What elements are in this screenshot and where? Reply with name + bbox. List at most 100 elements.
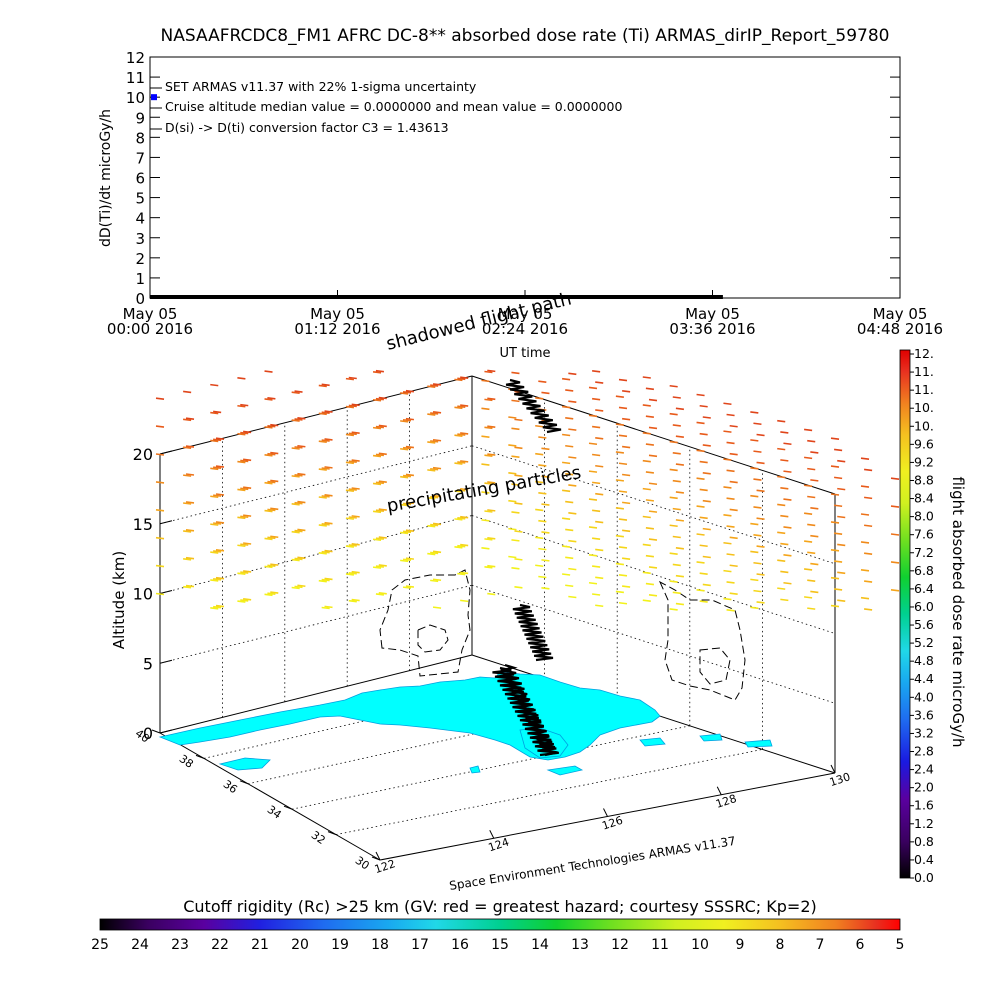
particle-dash (699, 488, 708, 492)
particle-dash (837, 487, 846, 491)
particle-dash (400, 420, 409, 423)
particle-dash (405, 529, 415, 533)
particle-dash (454, 406, 463, 410)
particle-dash (753, 478, 762, 481)
particle-dash (240, 571, 249, 574)
particle-dash (807, 607, 816, 610)
particle-dash (696, 449, 705, 453)
particle-dash (318, 552, 327, 555)
rigidity-tick-label: 13 (571, 937, 589, 953)
particle-dash (378, 480, 387, 483)
dose-colorbar-tick-label: 5.6 (914, 617, 934, 632)
3d-longitude-axis: 122 124 126 128 130 (373, 764, 852, 876)
particle-dash (372, 454, 382, 458)
particle-dash (565, 584, 574, 588)
z-tick (159, 590, 173, 594)
particle-dash (562, 489, 571, 493)
grid-line-right-wall (471, 445, 836, 565)
dose-colorbar-ticks: 0.0 0.4 0.8 1.2 1.6 2.0 2.4 2.8 3.2 3.6 4.0 4.4 4.8 5… (910, 346, 934, 885)
particle-dash (155, 564, 165, 568)
particle-dash (297, 556, 306, 560)
particle-dash (270, 591, 279, 594)
particle-dash (810, 451, 819, 454)
rigidity-tick-label: 16 (451, 937, 469, 953)
particle-dash (588, 470, 598, 473)
3d-frame (159, 375, 836, 861)
particle-dash (807, 439, 816, 443)
particle-dash (860, 541, 870, 544)
particle-dash (155, 481, 165, 484)
particle-dash (321, 439, 330, 442)
particle-dash (427, 469, 436, 472)
longitude-tick (489, 830, 495, 839)
longitude-tick (375, 851, 381, 861)
particle-dash (702, 416, 711, 419)
particle-dash (810, 479, 819, 482)
particle-dash (321, 550, 330, 554)
particle-dash (726, 581, 735, 584)
particle-dash (696, 421, 705, 425)
chart-title: NASAAFRCDC8_FM1 AFRC DC-8** absorbed dos… (161, 26, 890, 46)
particle-dash (642, 432, 651, 435)
particle-dash (804, 540, 813, 543)
z-tick-label: 0 (143, 724, 153, 743)
particle-dash (372, 566, 382, 569)
particle-dash (595, 381, 604, 384)
particle-dash (642, 599, 651, 603)
particle-dash (750, 578, 759, 582)
dose-colorbar: 0.0 0.4 0.8 1.2 1.6 2.0 2.4 2.8 3.2 3.6 4.0 4.4 4.8 5… (899, 346, 967, 885)
rigidity-title: Cutoff rigidity (Rc) >25 km (GV: red = g… (183, 897, 817, 916)
particle-dash (348, 572, 357, 575)
z-tick (159, 729, 173, 734)
particle-dash (460, 571, 469, 575)
particle-dash (270, 423, 279, 427)
particle-dash (672, 396, 681, 399)
particle-dash (541, 531, 550, 534)
particle-dash (294, 446, 303, 449)
precipitating-particles-label: precipitating particles (385, 462, 582, 517)
particle-dash (264, 453, 273, 457)
dose-colorbar-tick-label: 0.4 (914, 852, 934, 867)
particle-dash (185, 473, 195, 476)
particle-dash (538, 575, 547, 579)
land-island-west (218, 757, 271, 771)
particle-dash (595, 437, 604, 440)
grid-line-left-wall (159, 515, 473, 594)
particle-dash (595, 520, 604, 524)
particle-dash (783, 442, 792, 446)
rigidity-tick-label: 7 (816, 937, 825, 953)
particle-dash (460, 487, 469, 491)
particle-dash (378, 536, 387, 539)
latitude-tick (371, 856, 381, 861)
particle-dash (481, 491, 490, 494)
particle-dash (324, 549, 333, 553)
particle-dash (514, 446, 523, 450)
particle-dash (432, 466, 442, 470)
particle-dash (213, 494, 222, 497)
particle-dash (321, 495, 330, 498)
particle-dash (432, 383, 442, 386)
particle-dash (430, 467, 439, 471)
particle-dash (783, 470, 792, 473)
particle-dash (807, 523, 816, 527)
particle-dash (723, 597, 732, 601)
particle-dash (723, 541, 732, 545)
particle-dash (726, 497, 735, 500)
dose-colorbar-fill (899, 349, 911, 879)
dose-colorbar-label: flight absorbed dose rate microGy/h (949, 476, 967, 747)
particle-dash (430, 579, 439, 583)
particle-dash (372, 538, 382, 542)
x-tick-label-top: May 05 (310, 305, 365, 323)
particle-dash (454, 545, 463, 549)
particle-dash (405, 585, 415, 588)
particle-dash (372, 482, 382, 486)
rigidity-tick-label: 18 (371, 937, 389, 953)
top-y-axis-label: dD(Ti)/dt microGy/h (98, 109, 114, 247)
particle-dash (810, 534, 819, 538)
particle-dash (294, 529, 303, 533)
particle-dash (541, 475, 550, 478)
particle-dash (345, 377, 355, 381)
